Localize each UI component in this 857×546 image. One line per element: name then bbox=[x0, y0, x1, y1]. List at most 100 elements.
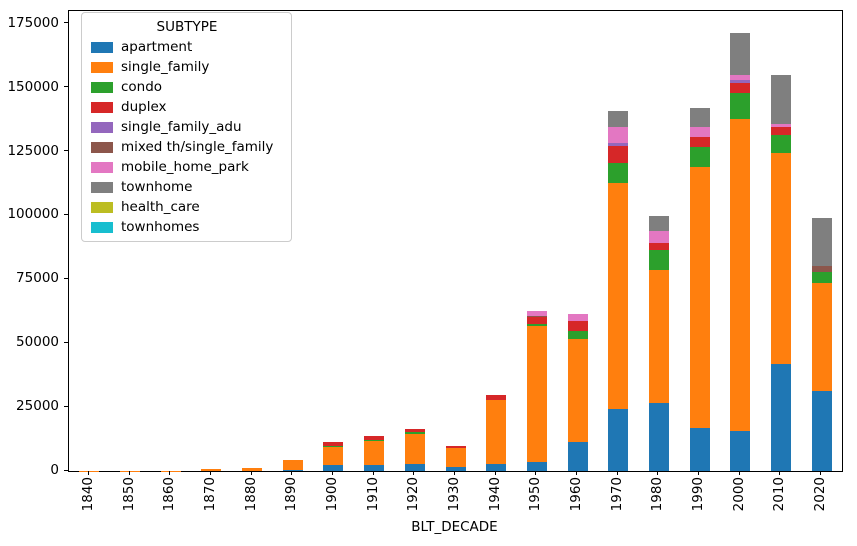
legend-label: duplex bbox=[121, 99, 167, 115]
bar-segment-single_family_adu bbox=[608, 142, 629, 146]
legend-label: single_family bbox=[121, 59, 210, 75]
bar-segment-apartment bbox=[445, 467, 466, 471]
bar-segment-single_family_adu bbox=[730, 80, 751, 83]
bar-2000 bbox=[730, 32, 751, 471]
x-tick-label: 1940 bbox=[486, 477, 503, 512]
bar-segment-duplex bbox=[404, 429, 425, 432]
bar-1880 bbox=[242, 468, 263, 471]
x-tick-label: 2010 bbox=[771, 477, 788, 512]
bar-segment-single_family bbox=[404, 434, 425, 465]
bar-1930 bbox=[445, 445, 466, 471]
x-tick-label: 1880 bbox=[242, 477, 259, 512]
bar-segment-single_family bbox=[730, 119, 751, 432]
bar-segment-duplex bbox=[689, 136, 710, 147]
bar-1960 bbox=[567, 314, 588, 471]
bar-segment-single_family bbox=[567, 338, 588, 442]
legend-items: apartment single_family condo duplex single_… bbox=[91, 40, 283, 235]
bar-segment-single_family bbox=[648, 269, 669, 403]
bar-segment-single_family bbox=[160, 470, 181, 471]
bar-segment-duplex bbox=[364, 436, 385, 440]
legend-label: single_family_adu bbox=[121, 119, 242, 135]
x-tick-label: 1960 bbox=[568, 477, 585, 512]
x-tick-label: 2000 bbox=[730, 477, 747, 512]
bar-segment-mobile_home_park bbox=[648, 231, 669, 244]
bar-segment-condo bbox=[730, 93, 751, 120]
x-tick-label: 1980 bbox=[649, 477, 666, 512]
y-tick-label: 175000 bbox=[7, 14, 59, 31]
bar-segment-duplex bbox=[445, 445, 466, 448]
legend-item-mixed th/single_family: mixed th/single_family bbox=[91, 140, 283, 155]
bar-segment-condo bbox=[404, 431, 425, 435]
bar-1970 bbox=[608, 110, 629, 471]
legend-swatch-icon bbox=[91, 102, 113, 113]
y-tick-mark bbox=[64, 86, 68, 88]
y-tick-label: 125000 bbox=[7, 142, 59, 159]
x-tick-mark bbox=[657, 471, 659, 475]
bar-segment-condo bbox=[811, 272, 832, 284]
legend-item-single_family: single_family bbox=[91, 60, 283, 75]
x-tick-mark bbox=[535, 471, 537, 475]
x-tick-mark bbox=[87, 471, 89, 475]
legend: SUBTYPE apartment single_family condo duple… bbox=[81, 12, 292, 242]
legend-swatch-icon bbox=[91, 182, 113, 193]
x-tick-mark bbox=[698, 471, 700, 475]
legend-label: townhomes bbox=[121, 219, 200, 235]
bar-segment-mobile_home_park bbox=[689, 126, 710, 137]
x-tick-label: 1900 bbox=[323, 477, 340, 512]
bar-segment-duplex bbox=[770, 126, 791, 135]
legend-label: townhome bbox=[121, 179, 193, 195]
bar-segment-duplex bbox=[323, 442, 344, 446]
legend-label: health_care bbox=[121, 199, 200, 215]
y-tick-label: 0 bbox=[50, 462, 59, 478]
legend-label: mixed th/single_family bbox=[121, 139, 274, 155]
legend-swatch-icon bbox=[91, 62, 113, 73]
y-tick-mark bbox=[64, 405, 68, 407]
legend-swatch-icon bbox=[91, 42, 113, 53]
bar-segment-single_family bbox=[364, 440, 385, 465]
y-tick-label: 100000 bbox=[7, 206, 59, 223]
bar-segment-condo bbox=[567, 330, 588, 339]
bar-segment-condo bbox=[526, 324, 547, 326]
bar-segment-condo bbox=[364, 439, 385, 441]
bar-segment-condo bbox=[770, 134, 791, 154]
x-tick-label: 1930 bbox=[446, 477, 462, 512]
bar-segment-mobile_home_park bbox=[608, 126, 629, 143]
y-tick-label: 25000 bbox=[16, 398, 59, 415]
legend-swatch-icon bbox=[91, 122, 113, 133]
y-tick-label: 50000 bbox=[16, 334, 59, 351]
bar-segment-apartment bbox=[811, 390, 832, 471]
x-tick-mark bbox=[779, 471, 781, 475]
bar-segment-condo bbox=[608, 163, 629, 184]
legend-swatch-icon bbox=[91, 142, 113, 153]
bar-segment-apartment bbox=[648, 402, 669, 471]
x-tick-mark bbox=[820, 471, 822, 475]
y-tick-mark bbox=[64, 22, 68, 24]
bar-segment-mobile_home_park bbox=[567, 314, 588, 321]
bar-segment-single_family bbox=[526, 325, 547, 463]
bar-segment-apartment bbox=[770, 364, 791, 471]
bar-segment-condo bbox=[323, 445, 344, 447]
legend-item-apartment: apartment bbox=[91, 40, 283, 55]
bar-segment-apartment bbox=[364, 465, 385, 471]
bar-1860 bbox=[160, 470, 181, 471]
bar-segment-apartment bbox=[608, 408, 629, 471]
bar-1990 bbox=[689, 108, 710, 471]
x-tick-mark bbox=[494, 471, 496, 475]
x-tick-label: 1990 bbox=[690, 477, 707, 512]
x-tick-label: 1950 bbox=[527, 477, 544, 512]
x-tick-mark bbox=[250, 471, 252, 475]
bar-segment-duplex bbox=[567, 320, 588, 331]
bar-segment-apartment bbox=[526, 462, 547, 471]
x-tick-label: 1920 bbox=[405, 477, 422, 512]
bar-segment-mixed th/single_family bbox=[526, 315, 547, 317]
x-tick-label: 1840 bbox=[79, 477, 96, 512]
legend-swatch-icon bbox=[91, 82, 113, 93]
x-tick-mark bbox=[576, 471, 578, 475]
bar-segment-townhome bbox=[608, 110, 629, 127]
bar-segment-duplex bbox=[486, 395, 507, 400]
x-tick-label: 1890 bbox=[283, 477, 300, 512]
y-tick-mark bbox=[64, 469, 68, 471]
bar-segment-duplex bbox=[730, 82, 751, 94]
x-tick-mark bbox=[331, 471, 333, 475]
